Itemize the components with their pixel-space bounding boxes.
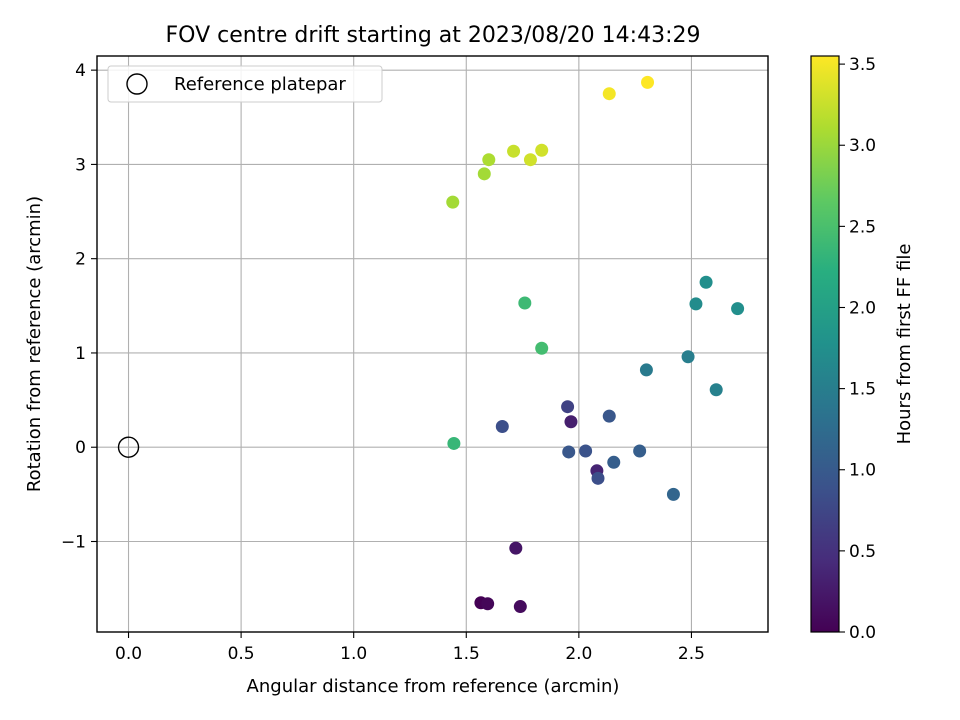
data-point [477,167,491,181]
y-tick-label: 0 [75,438,86,458]
reference-marker [117,436,140,458]
x-tick-label: 0.0 [115,644,142,664]
colorbar-label: Hours from first FF file [894,244,915,445]
x-tick-label: 1.0 [340,644,367,664]
data-point [607,455,621,469]
data-point [602,409,616,423]
data-point [523,153,537,167]
y-tick-label: 3 [75,155,86,175]
legend-marker-open-circle [126,73,148,95]
data-point [579,444,593,458]
data-point [699,275,713,289]
y-axis-ticks: −1 0 1 2 3 4 [61,61,97,552]
data-point [681,350,695,364]
colorbar-tick-label: 1.5 [849,380,876,400]
data-point [639,363,653,377]
data-point [446,195,460,209]
data-point [666,487,680,501]
data-point [507,144,521,158]
data-point [495,419,509,433]
legend-label: Reference platepar [174,74,346,95]
data-point [564,415,578,429]
x-axis-label: Angular distance from reference (arcmin) [247,676,620,697]
x-tick-label: 1.5 [453,644,480,664]
y-tick-label: 1 [75,344,86,364]
colorbar-tick-label: 3.5 [849,55,876,75]
chart-title: FOV centre drift starting at 2023/08/20 … [166,23,701,48]
data-point [562,445,576,459]
data-point [641,75,655,89]
colorbar-tick-label: 1.0 [849,461,876,481]
data-point [709,383,723,397]
data-point [535,143,549,157]
data-point [731,302,745,316]
data-point [633,444,647,458]
data-point [602,87,616,101]
y-tick-label: −1 [61,532,86,552]
data-point [481,597,495,611]
x-axis-ticks: 0.0 0.5 1.0 1.5 2.0 2.5 [115,632,705,664]
data-point [591,471,605,485]
data-point [509,541,523,555]
plot-frame [96,55,769,633]
data-point [689,297,703,311]
colorbar [810,55,840,633]
data-point [535,341,549,355]
y-axis-label: Rotation from reference (arcmin) [24,196,45,492]
colorbar-tick-label: 0.0 [849,623,876,643]
data-point [447,436,461,450]
data-point [513,600,527,614]
x-tick-label: 0.5 [228,644,255,664]
colorbar-ticks: 0.0 0.5 1.0 1.5 2.0 2.5 3.0 3.5 [839,55,876,643]
y-tick-label: 2 [75,250,86,270]
x-tick-label: 2.0 [565,644,592,664]
data-points [446,75,745,614]
colorbar-tick-label: 3.0 [849,136,876,156]
colorbar-tick-label: 2.0 [849,298,876,318]
data-point [482,153,496,167]
y-tick-label: 4 [75,61,86,81]
legend: Reference platepar [107,65,383,103]
colorbar-tick-label: 2.5 [849,217,876,237]
legend-box [107,65,383,103]
data-point [518,296,532,310]
data-point [561,400,575,414]
colorbar-tick-label: 0.5 [849,542,876,562]
reference-point [117,436,140,458]
x-tick-label: 2.5 [678,644,705,664]
grid-lines [97,56,768,632]
